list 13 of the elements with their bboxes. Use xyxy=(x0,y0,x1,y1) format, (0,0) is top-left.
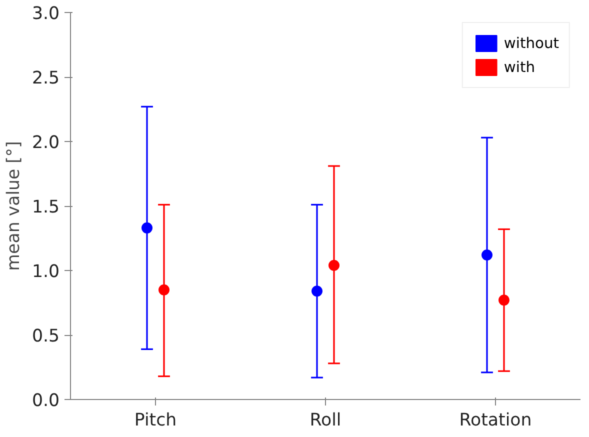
legend-label: without xyxy=(504,34,559,52)
y-tick-label: 0.0 xyxy=(32,391,60,411)
y-tick-label: 1.5 xyxy=(32,198,60,218)
legend-label: with xyxy=(504,58,535,76)
x-tick-label: Pitch xyxy=(134,410,177,430)
y-tick-label: 3.0 xyxy=(32,4,60,24)
y-axis-title: mean value [°] xyxy=(4,141,24,271)
y-tick-label: 1.0 xyxy=(32,262,60,282)
y-tick-label: 0.5 xyxy=(32,326,60,346)
y-tick-label: 2.0 xyxy=(32,133,60,153)
y-tick-label: 2.5 xyxy=(32,68,60,88)
x-tick-label: Roll xyxy=(310,410,342,430)
x-tick-label: Rotation xyxy=(459,410,532,430)
